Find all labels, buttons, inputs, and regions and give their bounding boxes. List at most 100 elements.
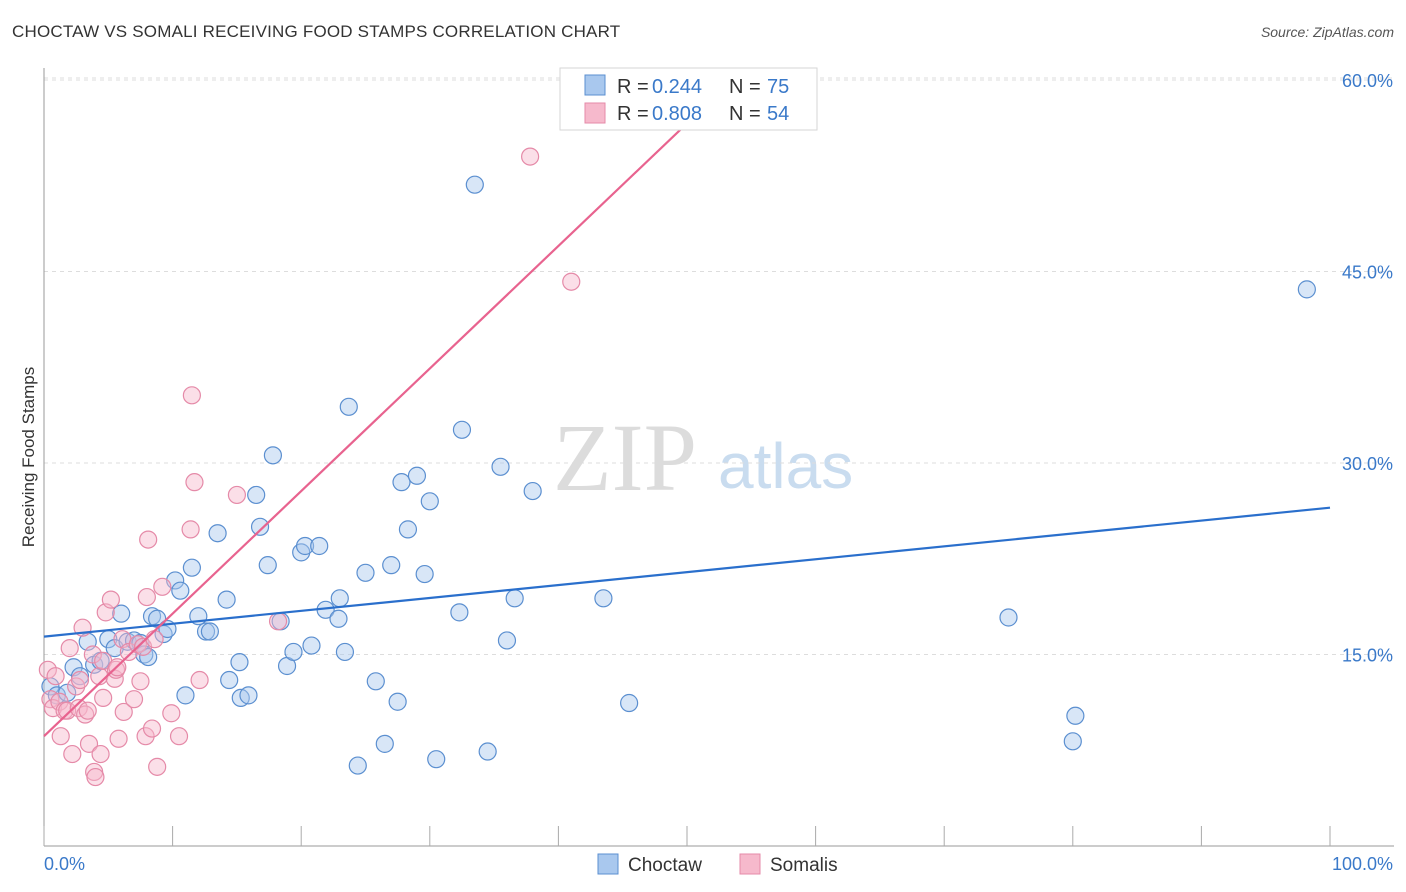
watermark-atlas: atlas	[718, 430, 853, 502]
choctaw-point	[465, 175, 484, 194]
choctaw-point	[999, 608, 1018, 627]
somali-point	[63, 744, 82, 764]
choctaw-point	[182, 558, 201, 577]
somali-point	[182, 386, 201, 405]
choctaw-point	[366, 672, 385, 691]
choctaw-point	[70, 667, 90, 686]
x-tick-label-max: 100.0%	[1332, 854, 1393, 874]
somali-trend-line	[43, 122, 688, 738]
source-label: Source: ZipAtlas.com	[1260, 24, 1394, 40]
somali-point	[128, 635, 147, 654]
choctaw-point	[523, 481, 542, 501]
legend-r-value-somali: 0.808	[652, 103, 702, 125]
choctaw-point	[415, 564, 434, 584]
somali-point	[46, 667, 65, 686]
legend-swatch-somali	[584, 102, 606, 124]
somali-point	[145, 630, 164, 649]
choctaw-point	[302, 636, 321, 655]
choctaw-point	[392, 473, 411, 492]
somali-point	[185, 473, 204, 492]
series-legend-swatch-somali	[739, 853, 761, 875]
chart-title: CHOCTAW VS SOMALI RECEIVING FOOD STAMPS …	[12, 22, 621, 41]
choctaw-point	[330, 589, 349, 608]
legend-n-value-choctaw: 75	[767, 76, 789, 98]
y-axis-label: Receiving Food Stamps	[19, 367, 38, 547]
somali-point	[109, 729, 128, 748]
choctaw-point	[356, 563, 375, 582]
choctaw-point	[217, 590, 236, 609]
choctaw-point	[450, 603, 469, 622]
somali-point	[79, 734, 99, 753]
y-tick-label: 15.0%	[1342, 646, 1393, 666]
x-ticks	[43, 826, 1331, 846]
choctaw-point	[1297, 280, 1316, 299]
choctaw-point	[620, 693, 639, 713]
series-legend-label-choctaw: Choctaw	[628, 855, 702, 876]
series-legend-swatch-choctaw	[597, 853, 619, 875]
choctaw-point	[420, 492, 439, 511]
somali-point	[153, 577, 172, 596]
somali-point	[162, 704, 181, 723]
somali-point	[137, 587, 156, 607]
choctaw-point	[407, 466, 427, 485]
somali-point	[521, 147, 540, 166]
y-tick-labels: 15.0% 30.0% 45.0% 60.0%	[1342, 71, 1393, 666]
choctaw-point	[200, 622, 219, 641]
x-tick-label-min: 0.0%	[44, 854, 85, 874]
legend-n-value-somali: 54	[767, 103, 789, 125]
y-tick-label: 45.0%	[1342, 263, 1393, 283]
choctaw-point	[258, 556, 277, 575]
choctaw-point	[335, 642, 355, 662]
choctaw-point	[398, 520, 418, 539]
legend-r-label-choctaw: R =	[617, 76, 654, 98]
choctaw-point	[196, 622, 216, 641]
choctaw-point	[339, 397, 358, 416]
y-tick-label: 60.0%	[1342, 71, 1393, 91]
choctaw-point	[329, 609, 348, 628]
somali-points	[38, 147, 581, 787]
choctaw-point	[478, 742, 497, 761]
legend-n-label-somali: N =	[729, 103, 766, 125]
somali-point	[91, 744, 110, 764]
somali-point	[78, 701, 97, 720]
somali-point	[124, 690, 144, 709]
somali-point	[83, 645, 102, 664]
watermark-zip: ZIP	[553, 404, 697, 511]
legend-r-value-choctaw: 0.244	[652, 76, 702, 98]
somali-point	[70, 670, 90, 690]
choctaw-point	[295, 536, 315, 556]
choctaw-point	[1066, 706, 1085, 725]
legend-n-label-choctaw: N =	[729, 76, 766, 98]
legend-swatch-choctaw	[584, 74, 606, 96]
choctaw-points	[41, 175, 1316, 775]
choctaw-point	[284, 642, 303, 662]
series-legend: Choctaw Somalis	[597, 853, 838, 876]
somali-point	[562, 272, 581, 291]
choctaw-point	[348, 756, 367, 775]
choctaw-point	[594, 589, 613, 608]
somali-point	[58, 701, 77, 720]
series-legend-label-somali: Somalis	[770, 855, 838, 876]
y-tick-label: 30.0%	[1342, 454, 1393, 474]
somali-point	[142, 719, 162, 738]
choctaw-point	[491, 457, 510, 476]
legend-r-label-somali: R =	[617, 103, 654, 125]
somali-point	[51, 727, 70, 746]
choctaw-point	[1063, 732, 1082, 751]
choctaw-point	[247, 485, 266, 505]
choctaw-point	[382, 556, 401, 575]
choctaw-point	[452, 420, 472, 439]
somali-point	[101, 590, 120, 609]
somali-point	[268, 612, 288, 631]
choctaw-point	[263, 446, 283, 465]
choctaw-point	[230, 653, 249, 672]
choctaw-point	[427, 750, 446, 769]
trend-lines	[43, 122, 1331, 738]
choctaw-point	[171, 581, 190, 600]
choctaw-point	[139, 647, 158, 667]
choctaw-point	[176, 686, 195, 705]
somali-point	[86, 767, 105, 787]
somali-point	[94, 688, 113, 708]
somali-point	[181, 520, 200, 539]
